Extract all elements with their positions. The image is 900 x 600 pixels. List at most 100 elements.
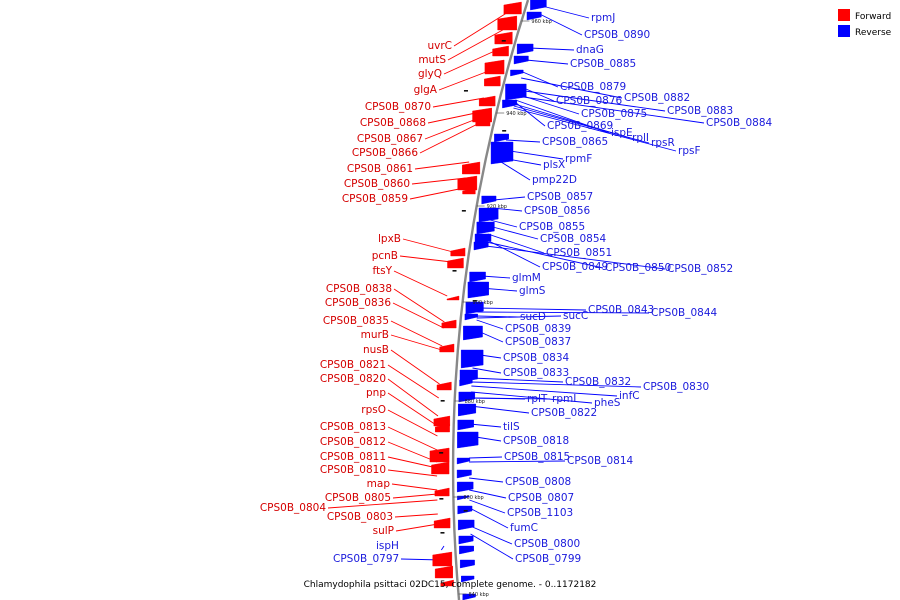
- reverse-leader-line: [525, 59, 569, 65]
- reverse-gene-label-rpsr: rpsR: [651, 137, 675, 149]
- forward-gene-feature: [441, 319, 457, 329]
- reverse-leader-line: [505, 139, 541, 143]
- reverse-gene-label-cps0b-0852: CPS0B_0852: [667, 263, 733, 275]
- forward-leader-line: [390, 349, 440, 385]
- forward-gene-feature: [436, 381, 452, 391]
- forward-gene-label-map: map: [367, 478, 391, 490]
- forward-gene-feature: [434, 487, 450, 497]
- forward-leader-line: [402, 238, 454, 253]
- forward-gene-feature: [431, 461, 450, 475]
- legend-reverse-swatch: [838, 25, 850, 37]
- reverse-gene-label-cps0b-0849: CPS0B_0849: [542, 261, 608, 273]
- tick-label: 840 kbp: [468, 592, 488, 598]
- forward-gene-label-cps0b-0820: CPS0B_0820: [320, 373, 386, 385]
- reverse-leader-line: [529, 47, 575, 51]
- reverse-gene-feature: [530, 0, 547, 11]
- forward-gene-feature: [457, 175, 478, 191]
- reverse-gene-label-glmm: glmM: [512, 272, 541, 284]
- reverse-gene-feature: [505, 83, 527, 101]
- reverse-gene-feature: [459, 379, 473, 387]
- reverse-gene-label-cps0b-0797: CPS0B_0797: [333, 553, 399, 565]
- reverse-gene-feature: [526, 11, 542, 21]
- tick-label: 900 kbp: [473, 300, 493, 306]
- forward-gene-feature: [435, 423, 450, 433]
- reverse-leader-line: [493, 196, 526, 201]
- forward-gene-label-cps0b-0860: CPS0B_0860: [344, 178, 410, 190]
- tick-label: 960 kbp: [531, 19, 551, 25]
- reverse-gene-label-rpsf: rpsF: [678, 145, 701, 157]
- forward-gene-label-murb: murB: [361, 329, 389, 341]
- reverse-gene-feature: [474, 233, 492, 245]
- reverse-gene-feature: [456, 481, 474, 493]
- reverse-gene-label-cps0b-0844: CPS0B_0844: [651, 307, 718, 319]
- reverse-leader-line: [471, 377, 564, 383]
- reverse-leader-line: [469, 477, 504, 483]
- forward-gene-label-lpxb: lpxB: [378, 233, 401, 245]
- reverse-leader-line: [476, 319, 504, 330]
- forward-leader-line: [393, 288, 445, 323]
- reverse-gene-label-cps0b-0822: CPS0B_0822: [531, 407, 597, 419]
- forward-leader-line: [387, 456, 438, 469]
- reverse-gene-label-cps0b-0814: CPS0B_0814: [567, 455, 634, 467]
- forward-gene-label-cps0b-0835: CPS0B_0835: [323, 315, 389, 327]
- reverse-gene-label-cps0b-0856: CPS0B_0856: [524, 205, 591, 217]
- genome-backbone: [451, 0, 530, 600]
- reverse-gene-label-cps0b-0869: CPS0B_0869: [547, 120, 613, 132]
- reverse-leader-line: [477, 311, 650, 314]
- gene-marker: [461, 210, 466, 212]
- reverse-gene-label-pmp22d: pmp22D: [532, 174, 577, 186]
- reverse-gene-label-rpmj: rpmJ: [591, 12, 615, 24]
- reverse-gene-feature: [494, 133, 509, 143]
- reverse-gene-feature: [457, 419, 474, 431]
- reverse-leader-line: [486, 241, 604, 269]
- reverse-leader-line: [485, 245, 666, 270]
- reverse-gene-feature: [458, 535, 474, 545]
- reverse-gene-label-sucd: sucD: [520, 311, 546, 323]
- reverse-gene-label-plsx: plsX: [543, 159, 565, 171]
- forward-gene-feature: [497, 15, 518, 31]
- reverse-gene-label-cps0b-0807: CPS0B_0807: [508, 492, 574, 504]
- reverse-gene-label-infc: infC: [619, 390, 640, 402]
- gene-features: [429, 0, 547, 600]
- reverse-gene-label-cps0b-0839: CPS0B_0839: [505, 323, 571, 335]
- forward-leader-line: [387, 378, 439, 417]
- forward-gene-feature: [462, 187, 476, 195]
- reverse-leader-line: [469, 456, 503, 459]
- forward-leader-line: [409, 187, 465, 200]
- reverse-leader-line: [440, 545, 445, 551]
- reverse-gene-feature: [473, 241, 489, 251]
- forward-gene-label-cps0b-0821: CPS0B_0821: [320, 359, 386, 371]
- forward-gene-feature: [429, 447, 450, 463]
- forward-leader-line: [392, 302, 444, 329]
- reverse-gene-feature: [458, 403, 477, 417]
- reverse-gene-label-cps0b-0882: CPS0B_0882: [624, 92, 690, 104]
- reverse-gene-label-cps0b-0834: CPS0B_0834: [503, 352, 570, 364]
- forward-gene-feature: [434, 565, 453, 579]
- forward-leader-line: [387, 392, 438, 427]
- reverse-gene-label-cps0b-0854: CPS0B_0854: [540, 233, 607, 245]
- reverse-gene-label-cps0b-0815: CPS0B_0815: [504, 451, 570, 463]
- reverse-gene-feature: [463, 325, 483, 341]
- reverse-gene-feature: [460, 349, 484, 369]
- forward-leader-line: [399, 255, 452, 263]
- legend-forward-swatch: [838, 9, 850, 21]
- gene-marker: [440, 532, 445, 534]
- reverse-gene-label-dnag: dnaG: [576, 44, 604, 56]
- reverse-leader-line: [470, 525, 513, 545]
- gene-marker: [463, 510, 468, 512]
- forward-gene-label-cps0b-0812: CPS0B_0812: [320, 436, 386, 448]
- tick-label: 880 kbp: [465, 399, 485, 405]
- reverse-gene-label-cps0b-0837: CPS0B_0837: [505, 336, 571, 348]
- forward-gene-label-uvrc: uvrC: [427, 40, 452, 52]
- forward-gene-feature: [433, 415, 451, 427]
- gene-marker: [439, 498, 444, 500]
- forward-gene-label-cps0b-0810: CPS0B_0810: [320, 464, 386, 476]
- forward-leader-line: [432, 97, 484, 108]
- reverse-gene-label-cps0b-0830: CPS0B_0830: [643, 381, 709, 393]
- reverse-leader-line: [500, 161, 531, 181]
- forward-gene-label-cps0b-0811: CPS0B_0811: [320, 451, 386, 463]
- reverse-leader-line: [471, 381, 642, 388]
- reverse-gene-feature: [510, 69, 524, 77]
- reverse-gene-label-cps0b-0799: CPS0B_0799: [515, 553, 581, 565]
